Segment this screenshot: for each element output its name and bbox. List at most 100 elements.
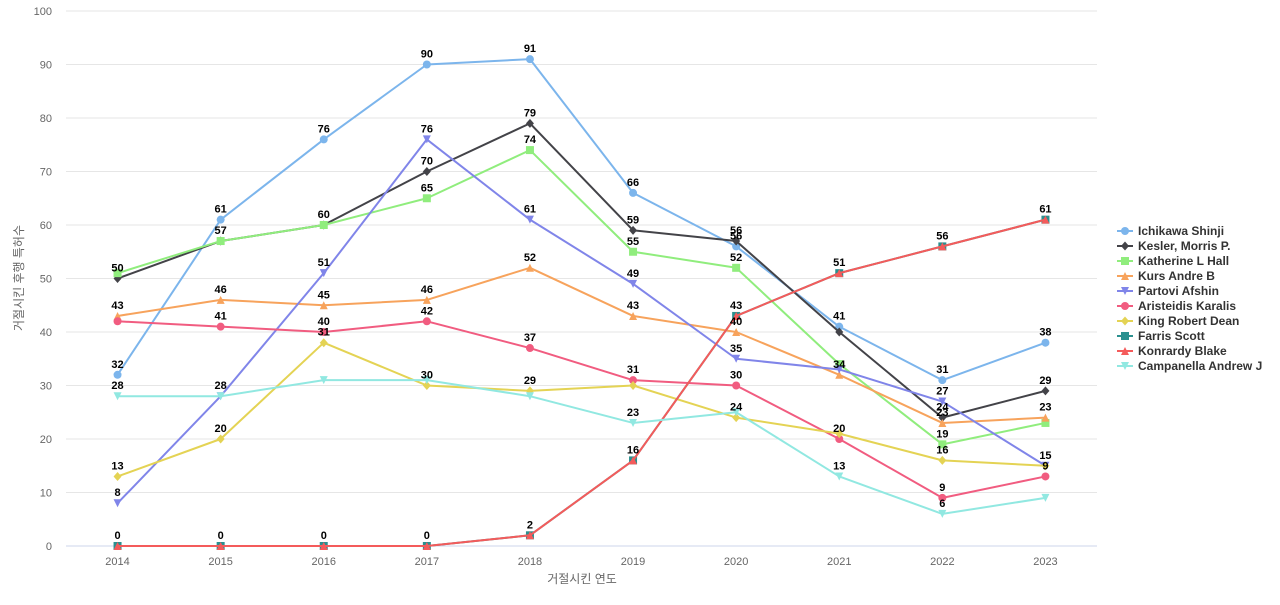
legend-item: Farris Scott (1117, 329, 1205, 343)
data-point (525, 531, 534, 540)
data-point (938, 455, 947, 465)
data-point (629, 418, 638, 427)
data-point (835, 365, 844, 374)
x-tick-label: 2015 (208, 556, 232, 568)
y-axis-title: 거절시킨 후행 특허수 (11, 225, 26, 331)
data-label: 13 (111, 460, 123, 472)
data-label: 16 (627, 444, 639, 456)
legend-item: Ichikawa Shinji (1117, 224, 1224, 238)
data-point (835, 360, 844, 369)
data-point (629, 456, 638, 465)
data-point (1121, 347, 1129, 355)
data-label: 43 (730, 300, 742, 312)
data-point (1121, 257, 1129, 265)
data-point (938, 440, 947, 449)
data-point (938, 376, 947, 385)
series-farris-scott (113, 215, 1050, 550)
data-point (732, 263, 741, 272)
data-point (938, 509, 947, 518)
data-point (835, 327, 844, 337)
y-tick-label: 90 (40, 60, 52, 72)
data-label: 29 (1039, 375, 1051, 387)
data-label: 59 (627, 214, 639, 226)
y-tick-label: 10 (40, 488, 52, 500)
data-point (422, 317, 431, 326)
data-point (216, 392, 225, 401)
x-tick-label: 2016 (312, 556, 336, 568)
data-label: 31 (627, 364, 639, 376)
data-point (938, 418, 947, 427)
data-point (1121, 316, 1129, 326)
data-point (525, 55, 534, 64)
data-point (732, 381, 741, 390)
data-label: 31 (318, 327, 330, 339)
legend-label: Farris Scott (1138, 329, 1205, 343)
data-point (525, 215, 534, 224)
data-point (113, 269, 122, 278)
data-label: 65 (421, 182, 433, 194)
data-label: 51 (318, 257, 330, 269)
data-point (938, 397, 947, 406)
data-label: 30 (421, 370, 433, 382)
data-point (422, 60, 431, 69)
data-point (1041, 461, 1050, 471)
data-label: 35 (730, 343, 742, 355)
data-label: 9 (1042, 460, 1048, 472)
data-point (113, 471, 122, 481)
data-label: 57 (215, 225, 227, 237)
series-line (116, 122, 1047, 419)
data-point (938, 493, 947, 502)
series-ichikawa-shinji (113, 55, 1050, 385)
data-label: 23 (936, 407, 948, 419)
legend-item: Campanella Andrew J (1117, 359, 1262, 373)
legend-label: Konrardy Blake (1138, 344, 1227, 358)
x-tick-label: 2018 (518, 556, 542, 568)
data-label: 6 (939, 498, 945, 510)
data-point (319, 221, 328, 229)
legend-item: King Robert Dean (1117, 314, 1239, 328)
series-konrardy-blake (113, 215, 1050, 550)
data-point (422, 376, 431, 385)
data-label: 8 (114, 487, 120, 499)
x-tick-label: 2014 (105, 556, 129, 568)
y-tick-label: 60 (40, 220, 52, 232)
y-tick-label: 40 (40, 327, 52, 339)
series-lines (113, 55, 1050, 550)
series-line (116, 341, 1047, 478)
series-line (116, 379, 1047, 515)
data-point (835, 269, 844, 278)
data-point (525, 344, 534, 353)
data-point (525, 263, 534, 272)
data-point (835, 322, 844, 331)
data-label: 49 (627, 268, 639, 280)
legend-label: Kurs Andre B (1138, 269, 1215, 283)
data-label: 52 (524, 252, 536, 264)
legend-item: Katherine L Hall (1117, 254, 1229, 268)
data-label: 32 (111, 359, 123, 371)
data-label: 76 (318, 123, 330, 135)
data-point (216, 215, 225, 224)
y-tick-label: 0 (46, 541, 52, 553)
data-point (216, 434, 225, 444)
data-point (1041, 418, 1050, 427)
data-point (525, 146, 534, 155)
data-label: 50 (111, 263, 123, 275)
data-label: 76 (421, 123, 433, 135)
data-label: 74 (524, 134, 537, 146)
data-point (629, 381, 638, 390)
data-label: 51 (833, 257, 845, 269)
x-tick-label: 2017 (415, 556, 439, 568)
data-label: 56 (730, 230, 742, 242)
legend-item: Kesler, Morris P. (1117, 239, 1231, 253)
data-label: 38 (1039, 327, 1051, 339)
data-label: 2 (527, 519, 533, 531)
x-tick-label: 2021 (827, 556, 851, 568)
legend-item: Aristeidis Karalis (1117, 299, 1236, 313)
data-point (113, 499, 122, 508)
data-point (216, 542, 225, 550)
data-point (732, 242, 741, 251)
data-label: 46 (421, 284, 433, 296)
data-label: 13 (833, 460, 845, 472)
data-label: 28 (111, 380, 123, 392)
